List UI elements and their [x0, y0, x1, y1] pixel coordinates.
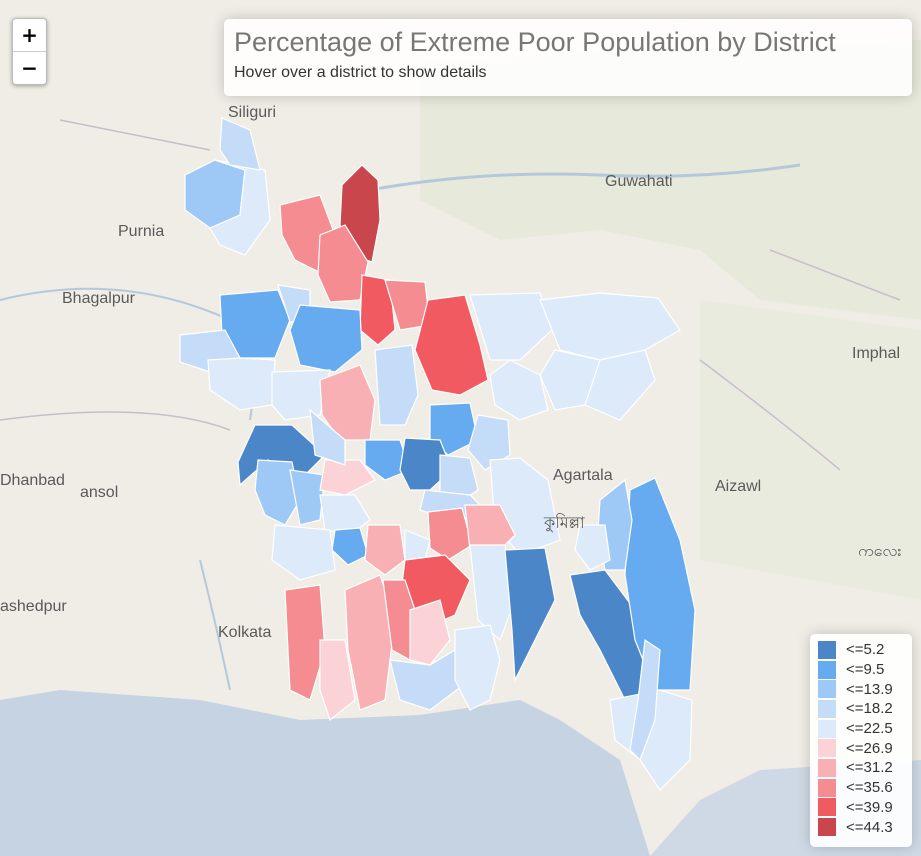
legend-swatch [818, 719, 836, 738]
legend-label: <=22.5 [846, 720, 893, 738]
district-polygon[interactable] [414, 294, 489, 396]
city-label: Siliguri [228, 104, 276, 121]
legend-label: <=5.2 [846, 641, 885, 659]
legend-item: <=13.9 [818, 679, 904, 699]
district-polygon[interactable] [364, 524, 406, 576]
legend-swatch [818, 798, 836, 817]
legend-swatch [818, 758, 836, 777]
city-label: ashedpur [0, 598, 67, 615]
legend-item: <=31.2 [818, 758, 904, 778]
legend-label: <=44.3 [846, 818, 893, 836]
legend-swatch [818, 680, 836, 699]
legend-swatch [818, 660, 836, 679]
legend-item: <=39.9 [818, 798, 904, 818]
district-polygon[interactable] [489, 359, 549, 421]
zoom-control: + − [12, 18, 47, 85]
district-polygon[interactable] [504, 547, 556, 683]
district-polygon[interactable] [429, 402, 479, 456]
zoom-in-button[interactable]: + [21, 23, 38, 47]
district-polygon[interactable] [364, 439, 411, 481]
city-label: Kolkata [218, 624, 271, 641]
city-label: Dhanbad [0, 472, 65, 489]
legend-item: <=44.3 [818, 817, 904, 837]
city-label: কুমিল্লা [543, 513, 585, 532]
legend-label: <=18.2 [846, 700, 893, 718]
district-polygon[interactable] [254, 459, 301, 526]
district-polygon[interactable] [271, 524, 336, 581]
legend-item: <=9.5 [818, 660, 904, 680]
district-polygon[interactable] [309, 408, 346, 466]
district-polygon[interactable] [317, 224, 369, 303]
hover-hint: Hover over a district to show details [234, 64, 487, 81]
district-polygon[interactable] [609, 689, 693, 791]
district-polygon[interactable] [469, 292, 553, 361]
city-label: ansol [80, 484, 118, 501]
legend-item: <=26.9 [818, 738, 904, 758]
legend-label: <=9.5 [846, 661, 885, 679]
legend-swatch [818, 739, 836, 758]
district-polygon[interactable] [539, 292, 681, 361]
info-panel: Percentage of Extreme Poor Population by… [224, 19, 912, 96]
district-polygon[interactable] [624, 477, 696, 691]
district-polygon[interactable] [409, 599, 451, 666]
district-polygon[interactable] [319, 459, 376, 496]
district-polygon[interactable] [574, 524, 611, 571]
city-label: ကလေး [858, 543, 901, 560]
district-polygon[interactable] [289, 469, 326, 526]
district-polygon[interactable] [289, 304, 363, 373]
city-label: Guwahati [605, 173, 673, 190]
legend-label: <=31.2 [846, 759, 893, 777]
district-polygon[interactable] [284, 584, 326, 701]
district-polygon[interactable] [469, 544, 516, 642]
district-polygon[interactable] [374, 344, 419, 426]
district-polygon[interactable] [219, 117, 261, 171]
city-label: Bhagalpur [62, 290, 136, 307]
legend-swatch [818, 778, 836, 797]
city-label: Purnia [118, 223, 164, 240]
legend-label: <=39.9 [846, 798, 893, 816]
legend-label: <=13.9 [846, 680, 893, 698]
legend-item: <=35.6 [818, 778, 904, 798]
district-polygon[interactable] [454, 624, 501, 711]
district-polygon[interactable] [629, 638, 661, 762]
legend-swatch [818, 818, 836, 837]
city-label: Aizawl [715, 478, 761, 495]
legend-item: <=22.5 [818, 719, 904, 739]
legend-label: <=26.9 [846, 739, 893, 757]
legend-item: <=18.2 [818, 699, 904, 719]
zoom-out-button[interactable]: − [13, 51, 46, 84]
district-polygon[interactable] [271, 369, 331, 421]
legend-item: <=5.2 [818, 640, 904, 660]
city-label: Imphal [852, 345, 900, 362]
district-polygon[interactable] [344, 574, 396, 711]
legend: <=5.2 <=9.5 <=13.9 <=18.2 <=22.5 <=26.9 <=31.2… [810, 634, 912, 847]
legend-swatch [818, 640, 836, 659]
city-label: Agartala [553, 467, 613, 484]
legend-label: <=35.6 [846, 779, 893, 797]
district-polygon[interactable] [209, 159, 271, 256]
district-polygon[interactable] [319, 639, 356, 722]
legend-swatch [818, 699, 836, 718]
district-polygon[interactable] [539, 349, 601, 411]
map-title: Percentage of Extreme Poor Population by… [234, 27, 836, 57]
